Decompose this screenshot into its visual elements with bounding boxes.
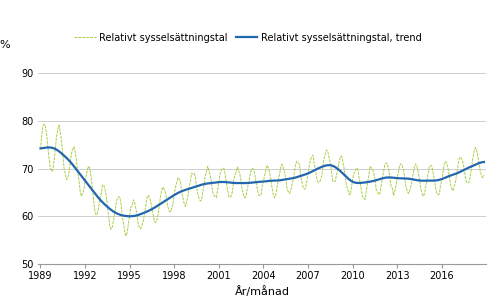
Relativt sysselsättningstal, trend: [98, 199, 104, 203]
Line: Relativt sysselsättningstal, trend: Relativt sysselsättningstal, trend: [40, 148, 484, 216]
Relativt sysselsättningstal, trend: [351, 180, 357, 184]
Relativt sysselsättningstal: [123, 234, 129, 238]
Relativt sysselsättningstal, trend: [398, 176, 404, 180]
Relativt sysselsättningstal: [98, 192, 104, 195]
Relativt sysselsättningstal, trend: [127, 215, 133, 218]
Relativt sysselsättningstal: [481, 173, 487, 177]
Relativt sysselsättningstal, trend: [37, 147, 43, 150]
Relativt sysselsättningstal: [37, 148, 43, 151]
Relativt sysselsättningstal: [361, 196, 367, 200]
Relativt sysselsättningstal: [297, 162, 303, 166]
Relativt sysselsättningstal: [398, 162, 404, 165]
X-axis label: År/månad: År/månad: [235, 287, 290, 298]
Relativt sysselsättningstal, trend: [481, 160, 487, 164]
Relativt sysselsättningstal: [410, 171, 416, 174]
Relativt sysselsättningstal, trend: [46, 146, 52, 149]
Relativt sysselsättningstal, trend: [410, 178, 416, 181]
Text: %: %: [0, 40, 10, 50]
Relativt sysselsättningstal: [41, 122, 47, 126]
Legend: Relativt sysselsättningstal, Relativt sysselsättningstal, trend: Relativt sysselsättningstal, Relativt sy…: [74, 33, 422, 43]
Line: Relativt sysselsättningstal: Relativt sysselsättningstal: [40, 124, 484, 236]
Relativt sysselsättningstal, trend: [361, 181, 367, 185]
Relativt sysselsättningstal, trend: [297, 175, 303, 178]
Relativt sysselsättningstal: [351, 171, 357, 175]
